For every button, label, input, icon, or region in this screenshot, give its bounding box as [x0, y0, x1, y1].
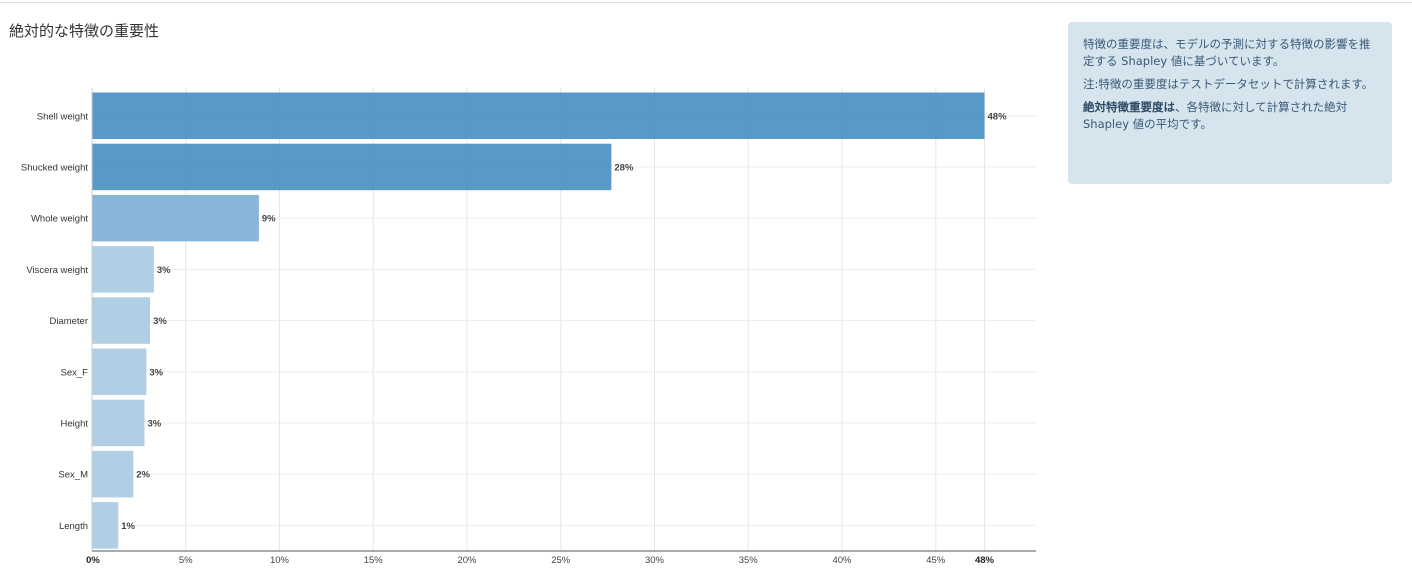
- x-tick-label: 0%: [86, 555, 100, 566]
- data-label: 2%: [136, 470, 150, 481]
- data-label: 28%: [614, 162, 634, 173]
- category-label: Viscera weight: [26, 265, 88, 276]
- data-label: 3%: [148, 418, 162, 429]
- data-label: 1%: [121, 521, 135, 532]
- bar: [92, 246, 154, 293]
- x-tick-label: 20%: [457, 555, 477, 566]
- bar: [92, 502, 119, 549]
- x-tick-label: 10%: [270, 555, 290, 566]
- data-label: 3%: [149, 367, 163, 378]
- bar: [92, 297, 151, 344]
- info-bold-text: 絶対特徴重要度は: [1083, 100, 1175, 114]
- x-tick-label: 5%: [179, 555, 193, 566]
- category-label: Shucked weight: [21, 162, 88, 173]
- bar: [92, 92, 985, 139]
- bar: [92, 194, 259, 242]
- info-paragraph-3: 絶対特徴重要度は、各特徴に対して計算された絶対 Shapley 値の平均です。: [1083, 99, 1376, 133]
- info-paragraph-2: 注:特徴の重要度はテストデータセットで計算されます。: [1083, 77, 1374, 91]
- page-title: 絶対的な特徴の重要性: [9, 22, 160, 40]
- info-rest-text: 、各特徴に対して計算された絶対 Shapley 値の平均です。: [1083, 100, 1348, 131]
- bar: [92, 450, 134, 498]
- category-label: Shell weight: [37, 111, 89, 122]
- x-tick-label: 30%: [645, 555, 665, 566]
- bar: [92, 143, 612, 191]
- category-label: Sex_F: [61, 367, 89, 378]
- bar: [92, 399, 145, 447]
- data-label: 3%: [157, 265, 171, 276]
- x-tick-label: 48%: [975, 555, 995, 566]
- category-label: Whole weight: [31, 214, 88, 225]
- category-label: Length: [59, 521, 88, 532]
- x-tick-label: 35%: [739, 555, 759, 566]
- info-panel: 特徴の重要度は、モデルの予測に対する特徴の影響を推定する Shapley 値に基…: [1068, 22, 1392, 184]
- x-tick-label: 15%: [364, 555, 384, 566]
- x-tick-label: 25%: [551, 555, 571, 566]
- category-label: Sex_M: [58, 470, 88, 481]
- category-label: Height: [61, 418, 89, 429]
- category-label: Diameter: [49, 316, 88, 327]
- top-divider: [0, 2, 1412, 3]
- data-label: 9%: [262, 214, 276, 225]
- x-tick-label: 40%: [832, 555, 852, 566]
- feature-importance-chart: Shell weight 48% Shucked weight 28% Whole we…: [21, 88, 1036, 566]
- x-tick-label: 45%: [926, 555, 946, 566]
- data-label: 48%: [988, 111, 1008, 122]
- info-paragraph-1: 特徴の重要度は、モデルの予測に対する特徴の影響を推定する Shapley 値に基…: [1083, 37, 1371, 68]
- bar: [92, 348, 147, 395]
- data-label: 3%: [153, 316, 167, 327]
